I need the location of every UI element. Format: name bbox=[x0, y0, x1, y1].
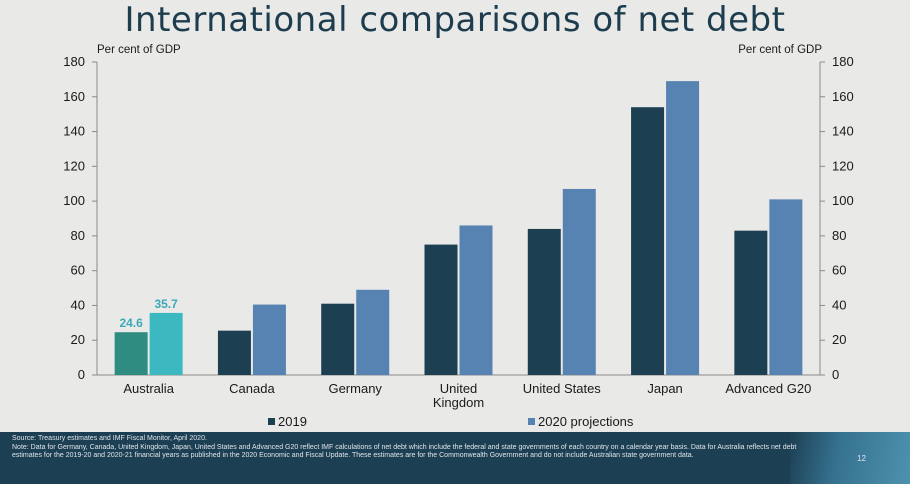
data-note: Note: Data for Germany, Canada, United K… bbox=[12, 443, 797, 460]
footer-accent-band bbox=[790, 432, 910, 484]
source-note: Source: Treasury estimates and IMF Fisca… bbox=[12, 435, 207, 442]
y-axis-label-left: Per cent of GDP bbox=[97, 44, 181, 56]
y-tick-label-left: 180 bbox=[63, 54, 85, 69]
bar-2019 bbox=[734, 230, 768, 375]
bar-2020-projections bbox=[562, 188, 596, 375]
data-label: 35.7 bbox=[154, 297, 178, 311]
bar-2020-projections bbox=[459, 225, 493, 375]
x-tick-label: United States bbox=[523, 381, 602, 396]
footer: Source: Treasury estimates and IMF Fisca… bbox=[0, 432, 910, 484]
y-tick-label-left: 20 bbox=[71, 332, 85, 347]
x-tick-label: Japan bbox=[647, 381, 682, 396]
y-tick-label-right: 80 bbox=[832, 228, 846, 243]
y-tick-label-right: 180 bbox=[832, 54, 854, 69]
bar-2019 bbox=[527, 228, 561, 375]
bar-2020-projections bbox=[769, 199, 803, 375]
y-tick-label-right: 120 bbox=[832, 158, 854, 173]
x-tick-label: Advanced G20 bbox=[725, 381, 811, 396]
bar-2019 bbox=[114, 332, 148, 375]
x-tick-label: United bbox=[440, 381, 478, 396]
legend-swatch bbox=[528, 418, 535, 425]
y-tick-label-left: 140 bbox=[63, 124, 85, 139]
footer-notes: Source: Treasury estimates and IMF Fisca… bbox=[12, 435, 812, 461]
page-number: 12 bbox=[857, 454, 866, 463]
y-tick-label-right: 0 bbox=[832, 367, 839, 382]
y-tick-label-left: 0 bbox=[78, 367, 85, 382]
legend-label: 2020 projections bbox=[538, 414, 634, 429]
y-tick-label-left: 40 bbox=[71, 297, 85, 312]
y-tick-label-right: 160 bbox=[832, 89, 854, 104]
bar-2019 bbox=[424, 244, 458, 375]
bar-chart: 0 0 20 20 40 40 60 60 80 80 100 100 120 120 140 140 160 1… bbox=[63, 44, 854, 429]
bar-2019 bbox=[631, 107, 665, 375]
y-tick-label-left: 60 bbox=[71, 263, 85, 278]
legend-swatch bbox=[268, 418, 275, 425]
y-tick-label-right: 60 bbox=[832, 263, 846, 278]
x-tick-label: Germany bbox=[328, 381, 382, 396]
y-tick-label-left: 80 bbox=[71, 228, 85, 243]
y-tick-label-right: 140 bbox=[832, 124, 854, 139]
chart-title: International comparisons of net debt bbox=[124, 0, 786, 40]
y-axis-label-right: Per cent of GDP bbox=[738, 44, 822, 56]
bar-2019 bbox=[321, 303, 355, 375]
y-tick-label-left: 100 bbox=[63, 193, 85, 208]
bar-2020-projections bbox=[252, 304, 286, 375]
y-tick-label-left: 120 bbox=[63, 158, 85, 173]
data-label: 24.6 bbox=[119, 316, 143, 330]
bar-2020-projections bbox=[149, 312, 183, 375]
y-tick-label-right: 100 bbox=[832, 193, 854, 208]
x-tick-label: Kingdom bbox=[433, 395, 484, 410]
x-tick-label: Canada bbox=[229, 381, 275, 396]
y-tick-label-right: 40 bbox=[832, 297, 846, 312]
bar-2020-projections bbox=[356, 289, 390, 375]
y-tick-label-left: 160 bbox=[63, 89, 85, 104]
x-tick-label: Australia bbox=[123, 381, 174, 396]
legend-label: 2019 bbox=[278, 414, 307, 429]
y-tick-label-right: 20 bbox=[832, 332, 846, 347]
bar-2019 bbox=[217, 330, 251, 375]
bar-2020-projections bbox=[666, 81, 700, 375]
